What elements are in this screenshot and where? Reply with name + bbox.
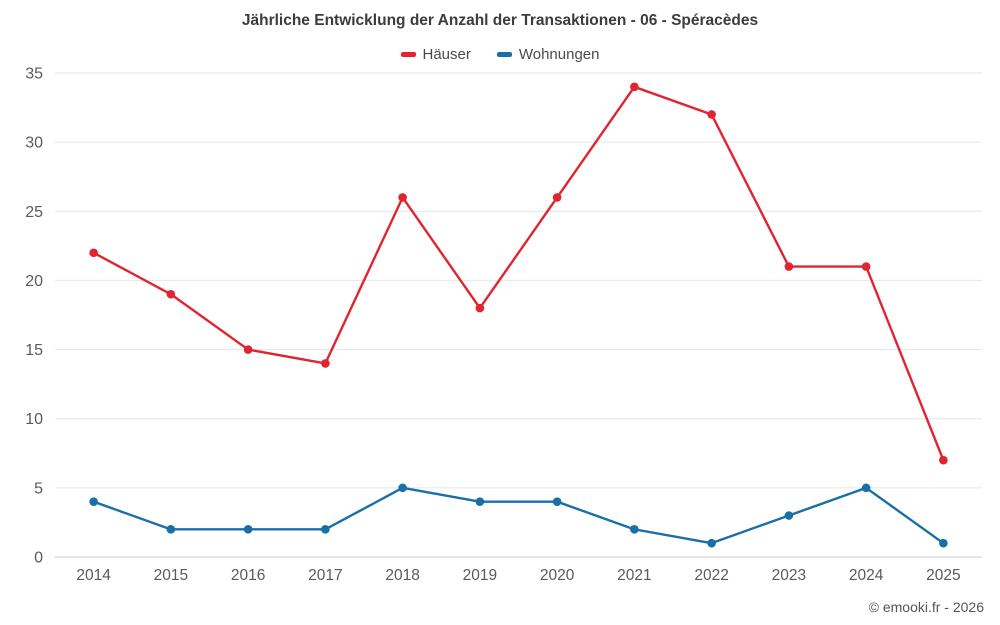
- data-point-wohnungen[interactable]: [89, 497, 98, 506]
- legend-label-wohnungen: Wohnungen: [518, 46, 600, 63]
- data-point-wohnungen[interactable]: [552, 497, 562, 506]
- data-point-häuser[interactable]: [939, 455, 948, 465]
- data-point-wohnungen[interactable]: [939, 538, 948, 548]
- data-point-häuser[interactable]: [398, 193, 407, 202]
- data-point-häuser[interactable]: [89, 248, 98, 258]
- data-point-wohnungen[interactable]: [861, 483, 871, 493]
- y-tick-label: 0: [34, 550, 43, 567]
- data-point-häuser[interactable]: [861, 262, 871, 271]
- data-point-wohnungen[interactable]: [321, 525, 330, 534]
- data-point-wohnungen[interactable]: [630, 525, 639, 534]
- y-tick-label: 20: [25, 273, 43, 290]
- x-tick-label: 2022: [694, 567, 728, 584]
- y-tick-label: 10: [25, 411, 43, 428]
- legend-label-haeuser: Häuser: [422, 46, 471, 63]
- x-tick-label: 2018: [385, 567, 419, 584]
- series-line-häuser: [92, 85, 945, 462]
- data-point-wohnungen[interactable]: [243, 525, 253, 534]
- x-tick-label: 2025: [926, 567, 960, 584]
- x-tick-label: 2021: [617, 567, 651, 584]
- chart-title: Jährliche Entwicklung der Anzahl der Tra…: [241, 12, 759, 29]
- x-tick-label: 2023: [772, 567, 806, 584]
- legend-swatch-haeuser-icon: [400, 52, 416, 57]
- chart-legend: Häuser Wohnungen: [0, 46, 1000, 63]
- data-point-wohnungen[interactable]: [475, 497, 485, 506]
- x-tick-label: 2024: [849, 567, 884, 584]
- data-point-häuser[interactable]: [321, 359, 330, 368]
- data-point-häuser[interactable]: [784, 262, 794, 271]
- legend-item-wohnungen[interactable]: Wohnungen: [496, 46, 600, 63]
- data-point-wohnungen[interactable]: [707, 538, 716, 548]
- data-point-häuser[interactable]: [166, 289, 176, 299]
- y-tick-label: 5: [34, 480, 43, 497]
- legend-item-haeuser[interactable]: Häuser: [400, 46, 471, 63]
- legend-swatch-wohnungen-icon: [496, 52, 512, 57]
- x-tick-label: 2017: [308, 567, 342, 584]
- x-tick-label: 2019: [463, 567, 497, 584]
- data-point-wohnungen[interactable]: [784, 511, 794, 520]
- data-point-häuser[interactable]: [630, 82, 639, 92]
- x-tick-label: 2014: [76, 567, 111, 584]
- y-tick-label: 30: [25, 135, 43, 152]
- x-tick-label: 2016: [231, 567, 265, 584]
- data-point-häuser[interactable]: [243, 345, 253, 354]
- y-tick-label: 15: [25, 342, 43, 359]
- footer-credit: © emooki.fr - 2026: [868, 599, 984, 615]
- y-tick-label: 25: [25, 204, 43, 221]
- series-line-wohnungen: [92, 486, 945, 545]
- x-tick-label: 2020: [540, 567, 575, 584]
- data-point-häuser[interactable]: [707, 110, 716, 119]
- data-point-häuser[interactable]: [552, 193, 562, 202]
- x-tick-label: 2015: [154, 567, 188, 584]
- y-tick-label: 35: [25, 66, 43, 83]
- data-point-wohnungen[interactable]: [398, 483, 407, 493]
- data-point-wohnungen[interactable]: [166, 525, 176, 534]
- data-point-häuser[interactable]: [475, 303, 485, 313]
